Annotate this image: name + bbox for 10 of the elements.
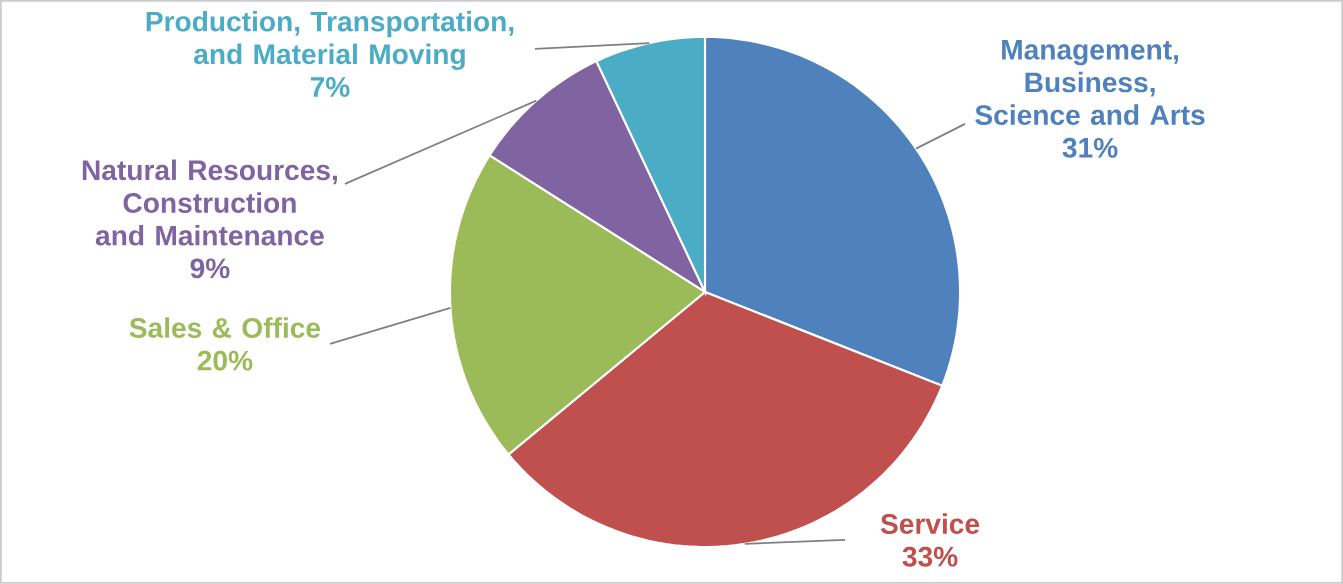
data-label: 33% — [902, 546, 958, 567]
data-label: 20% — [197, 350, 253, 371]
data-label: 31% — [1062, 137, 1118, 158]
slice-label: Management, Business, Science and Arts — [975, 40, 1205, 126]
data-label: 7% — [310, 77, 350, 97]
slice-label: Production, Transportation, and Material Moving — [146, 10, 514, 70]
slice-label: Service — [880, 513, 980, 535]
slice-label: Sales & Office — [129, 317, 321, 338]
slice-label: Natural Resources, Construction and Maintenance — [82, 159, 337, 246]
data-label: 9% — [190, 258, 230, 279]
